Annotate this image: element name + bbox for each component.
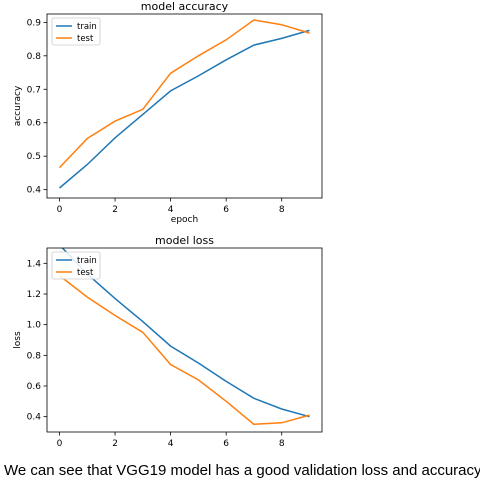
chart-title: model accuracy: [141, 0, 229, 13]
legend: train test: [51, 17, 101, 46]
x-tick-label: 2: [112, 205, 118, 215]
plot-frame: [46, 247, 323, 433]
x-tick-label: 2: [112, 439, 118, 449]
caption-text: We can see that VGG19 model has a good v…: [4, 462, 480, 479]
series-line-train: [59, 29, 310, 189]
series-line-train: [61, 248, 310, 418]
y-axis-label: accuracy: [13, 85, 23, 126]
y-tick-label: 0.4: [27, 186, 42, 196]
y-axis-label: loss: [13, 331, 23, 349]
x-tick-label: 4: [168, 439, 174, 449]
x-tick-label: 0: [57, 439, 63, 449]
chart-accuracy: model accuracy 0 2 4 6 8 0.4 0.5 0.6 0.7 0.8 0.9 epo…: [13, 0, 323, 225]
series-line-test: [58, 19, 310, 169]
legend-label-test: test: [77, 34, 94, 44]
y-tick-label: 0.8: [27, 351, 42, 361]
legend-label-train: train: [77, 22, 97, 32]
y-tick-label: 1.0: [27, 321, 42, 331]
x-axis-label: epoch: [171, 215, 198, 225]
y-tick-label: 0.8: [27, 52, 42, 62]
y-tick-label: 1.4: [27, 259, 42, 269]
series-line-test: [59, 275, 310, 426]
y-tick-label: 0.7: [27, 85, 41, 95]
legend: train test: [51, 251, 101, 280]
y-tick-label: 0.6: [27, 119, 42, 129]
y-tick-label: 0.5: [27, 152, 41, 162]
y-tick-label: 0.4: [27, 413, 42, 423]
x-tick-label: 8: [279, 205, 285, 215]
y-tick-label: 1.2: [27, 290, 41, 300]
chart-title: model loss: [155, 234, 214, 247]
x-tick-label: 6: [223, 439, 229, 449]
x-tick-label: 0: [57, 205, 63, 215]
charts-figure: model accuracy 0 2 4 6 8 0.4 0.5 0.6 0.7 0.8 0.9 epo…: [13, 0, 323, 449]
y-tick-label: 0.9: [27, 18, 42, 28]
legend-label-train: train: [77, 256, 97, 266]
y-tick-label: 0.6: [27, 382, 42, 392]
x-tick-label: 4: [168, 205, 174, 215]
chart-loss: model loss 0 2 4 6 8 0.4 0.6 0.8 1.0 1.2 1.4 loss tra…: [13, 234, 323, 449]
legend-label-test: test: [77, 268, 94, 278]
x-tick-label: 6: [223, 205, 229, 215]
x-tick-label: 8: [279, 439, 285, 449]
plot-frame: [46, 13, 323, 199]
